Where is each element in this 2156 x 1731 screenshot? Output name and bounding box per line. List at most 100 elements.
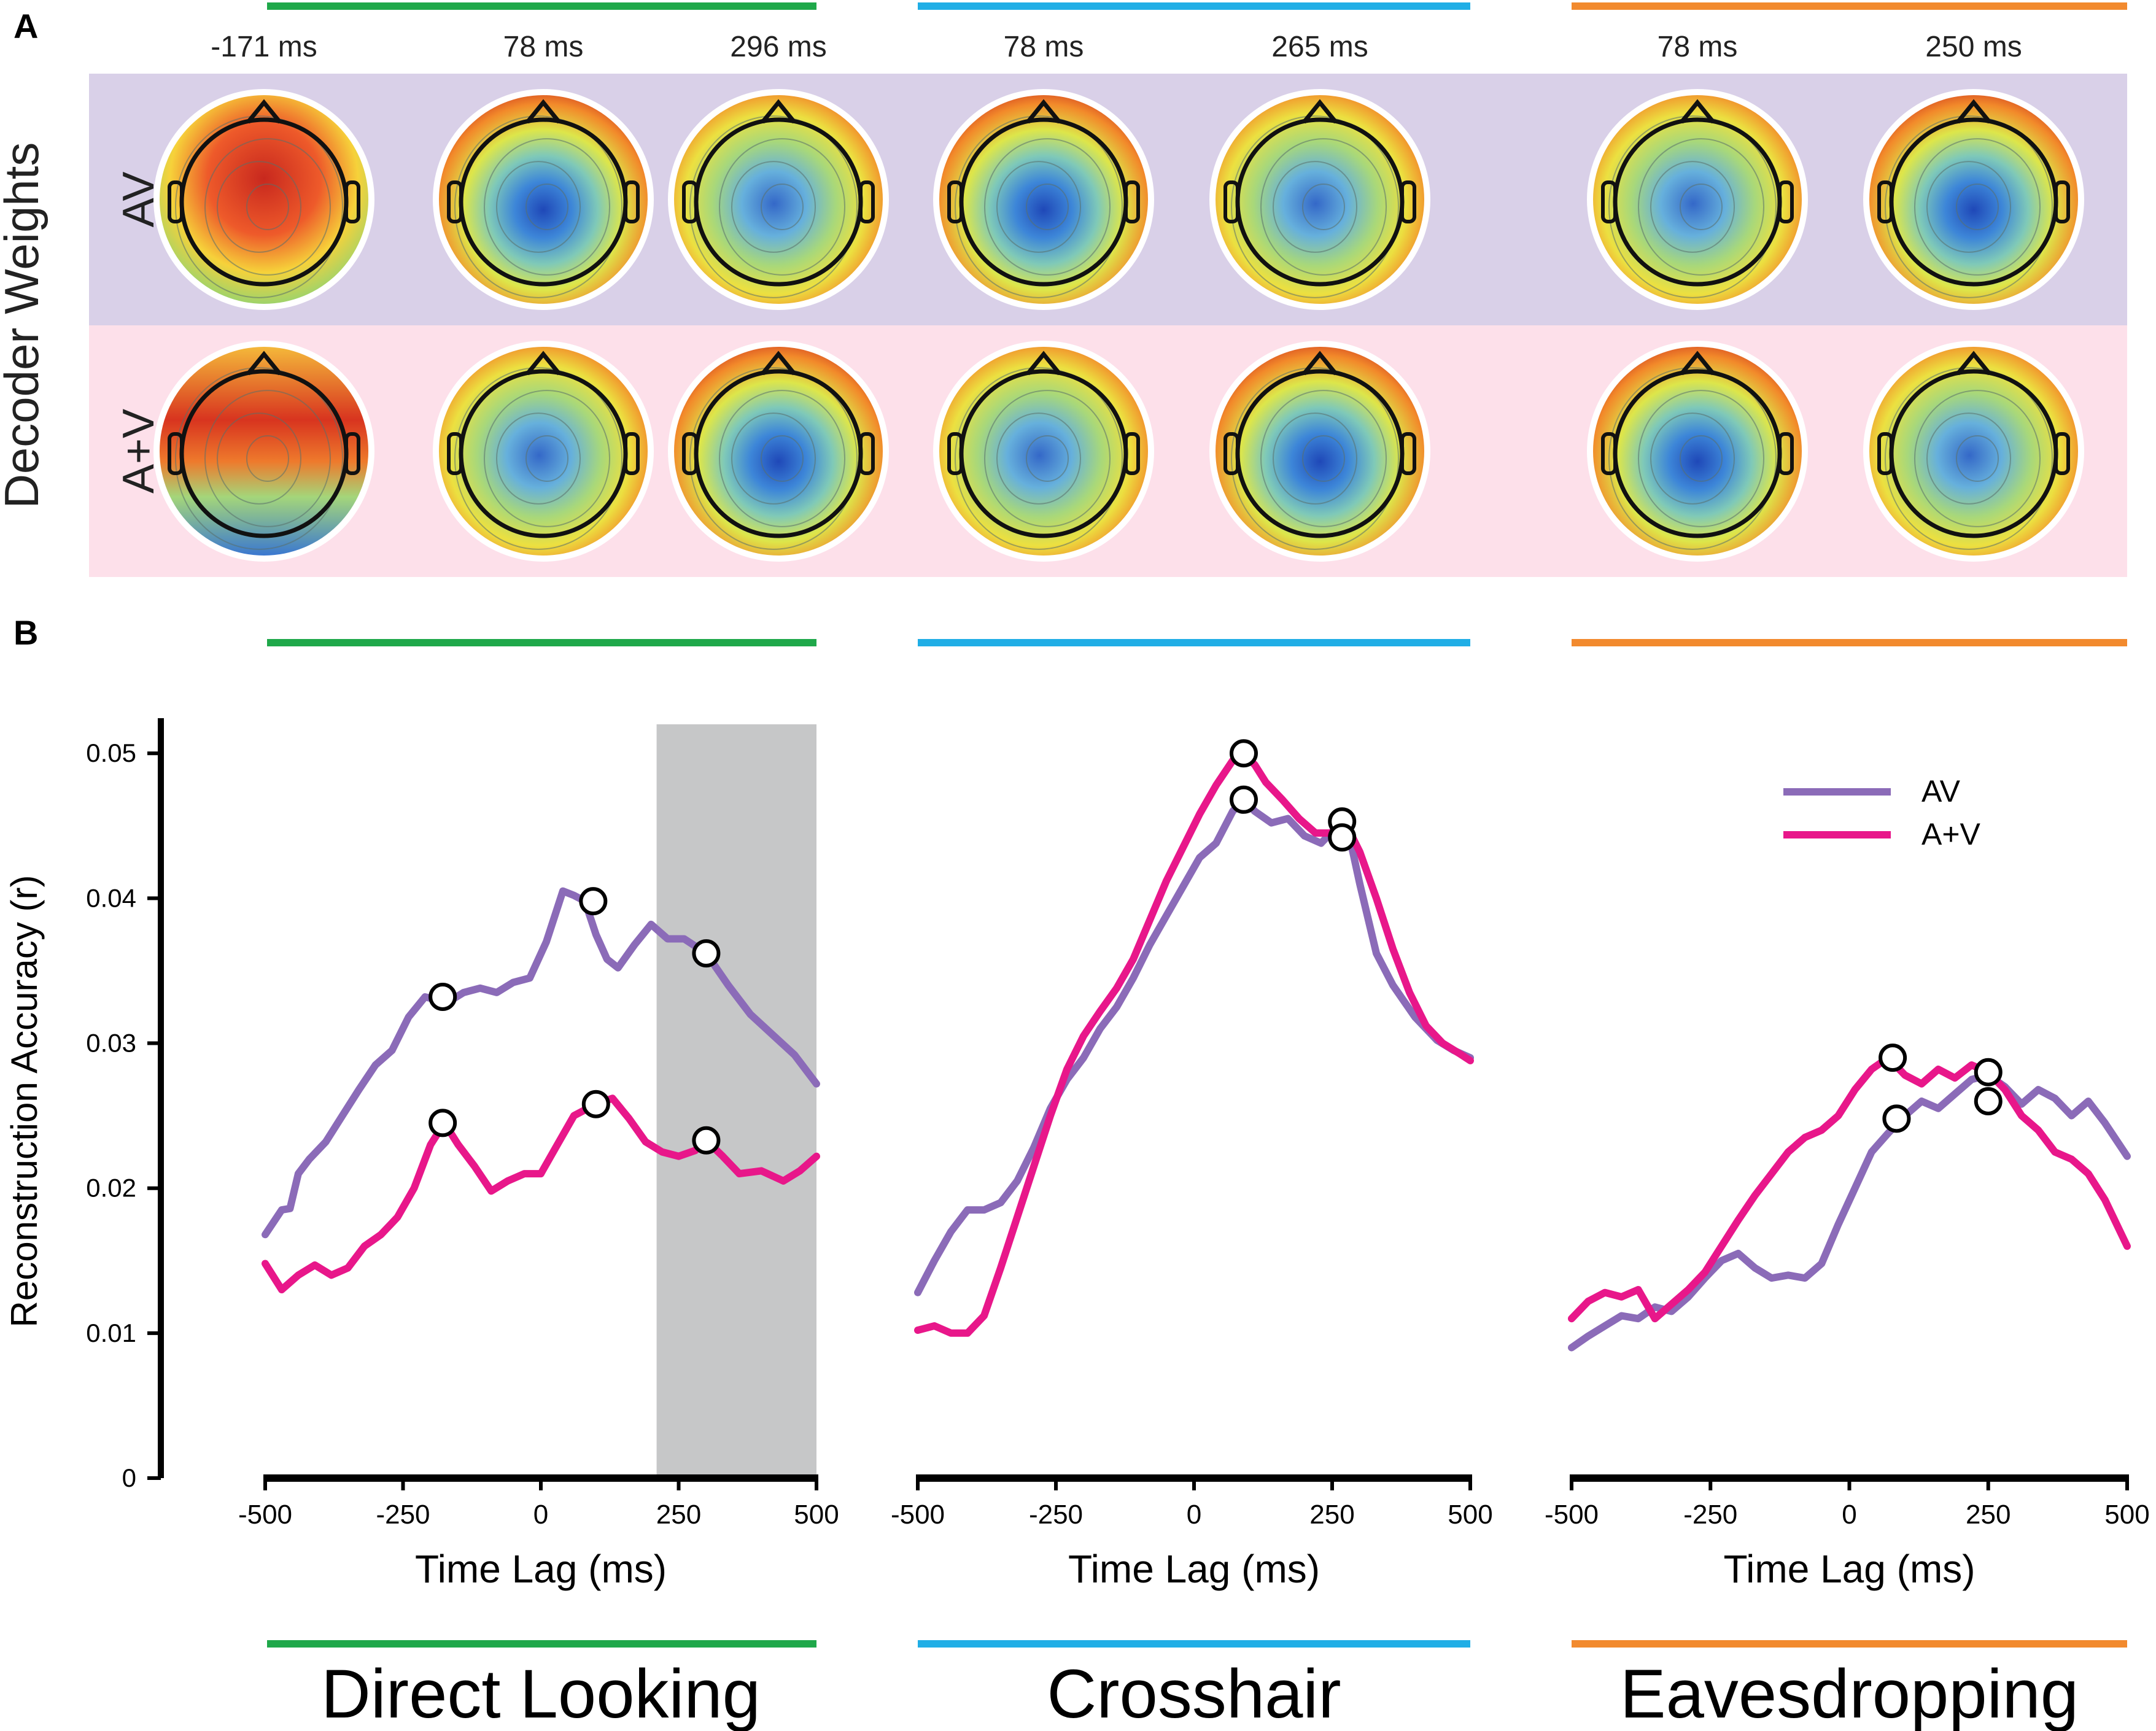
peak-marker [428, 982, 457, 1011]
peak-marker [1882, 1104, 1911, 1133]
topomap-head-icon [153, 89, 374, 310]
contour-line [1926, 412, 2011, 505]
contour-line [731, 161, 816, 253]
contour-line [1926, 161, 2011, 253]
contour-line [1680, 184, 1723, 230]
contour-line [1608, 367, 1777, 550]
series-line-av [1568, 1071, 2131, 1352]
condition-bar [918, 2, 1470, 10]
right-ear [1400, 432, 1416, 475]
contour-line [175, 115, 343, 298]
topomap-head-icon [1587, 341, 1808, 562]
panel-b-label: B [14, 613, 38, 652]
contour-line [1680, 435, 1723, 482]
topomap-head-icon [933, 341, 1154, 562]
contour-line [484, 390, 610, 527]
contour-line [217, 412, 301, 505]
x-tick-label: -250 [1683, 1500, 1737, 1530]
left-ear [1877, 432, 1893, 475]
topomap-disc [160, 347, 368, 556]
topomap-disc [1869, 95, 2078, 304]
contour-line [1956, 184, 1999, 230]
left-ear [1877, 180, 1893, 223]
peak-marker [692, 939, 721, 968]
peak-marker [1328, 823, 1357, 852]
nose-outline [525, 350, 561, 376]
contour-line [525, 184, 568, 230]
contour-line [1231, 367, 1399, 550]
right-ear [344, 432, 360, 475]
right-ear [1400, 180, 1416, 223]
contour-line [761, 184, 804, 230]
time-label: 78 ms [1658, 31, 1738, 63]
contour-line [496, 412, 581, 505]
time-label: -171 ms [211, 31, 317, 63]
peak-marker [1230, 785, 1258, 814]
left-ear [447, 432, 463, 475]
x-tick-label: -500 [1545, 1500, 1599, 1530]
condition-bar [1572, 2, 2127, 10]
nose-outline [1680, 350, 1715, 376]
topomap-disc [439, 347, 648, 556]
y-tick-label: 0 [122, 1463, 136, 1492]
right-ear [859, 432, 875, 475]
peak-marker [1879, 1044, 1907, 1072]
panel-a-label: A [14, 7, 38, 45]
contour-line [955, 115, 1123, 298]
contour-line [984, 390, 1111, 527]
topomap-disc [939, 347, 1148, 556]
time-label: 250 ms [1925, 31, 2022, 63]
topomap-disc [1216, 347, 1424, 556]
contour-line [1885, 115, 2053, 298]
contour-line [1260, 138, 1387, 276]
peak-marker [692, 1126, 721, 1155]
contour-line [1302, 435, 1345, 482]
left-ear [682, 180, 698, 223]
condition-bar [267, 2, 816, 10]
condition-bar [918, 639, 1470, 646]
y-tick-label: 0.03 [86, 1029, 136, 1058]
peak-marker [1974, 1087, 2003, 1115]
x-tick-label: -250 [1029, 1500, 1083, 1530]
nose-outline [1956, 350, 1991, 376]
peak-marker [1230, 739, 1258, 768]
condition-bar [267, 1640, 816, 1648]
right-ear [624, 432, 640, 475]
x-tick-label: 250 [1309, 1500, 1354, 1530]
contour-line [1914, 390, 2041, 527]
nose-outline [1956, 99, 1991, 124]
contour-line [719, 138, 845, 276]
contour-line [1260, 390, 1387, 527]
left-ear [447, 180, 463, 223]
topomap-disc [1593, 347, 1802, 556]
peak-marker [581, 1090, 610, 1118]
left-ear [1601, 432, 1617, 475]
legend-label: A+V [1921, 817, 1981, 851]
contour-line [1026, 435, 1069, 482]
right-ear [1778, 180, 1794, 223]
contour-line [175, 367, 343, 550]
x-tick-label: 500 [794, 1500, 839, 1530]
contour-line [1638, 390, 1764, 527]
contour-line [1956, 435, 1999, 482]
chart-3: -500 -250 0 250 500 Time Lag (ms) AV A+V [1545, 774, 2150, 1591]
left-ear [1601, 180, 1617, 223]
left-ear [1223, 180, 1239, 223]
left-ear [947, 180, 963, 223]
condition-title: Direct Looking [321, 1655, 761, 1731]
contour-line [1638, 138, 1764, 276]
left-ear [1223, 432, 1239, 475]
contour-line [217, 161, 301, 253]
panel-a: A Decoder Weights AVA+V -171 ms 78 ms 296 … [0, 2, 2127, 577]
x-axis-title: Time Lag (ms) [1723, 1547, 1975, 1591]
contour-line [496, 161, 581, 253]
left-ear [168, 432, 184, 475]
contour-line [761, 435, 804, 482]
condition-bar [267, 639, 816, 646]
topomap-disc [1216, 95, 1424, 304]
contour-line [1885, 367, 2053, 550]
nose-outline [1302, 350, 1338, 376]
left-ear [682, 432, 698, 475]
topomap-head-icon [668, 89, 889, 310]
